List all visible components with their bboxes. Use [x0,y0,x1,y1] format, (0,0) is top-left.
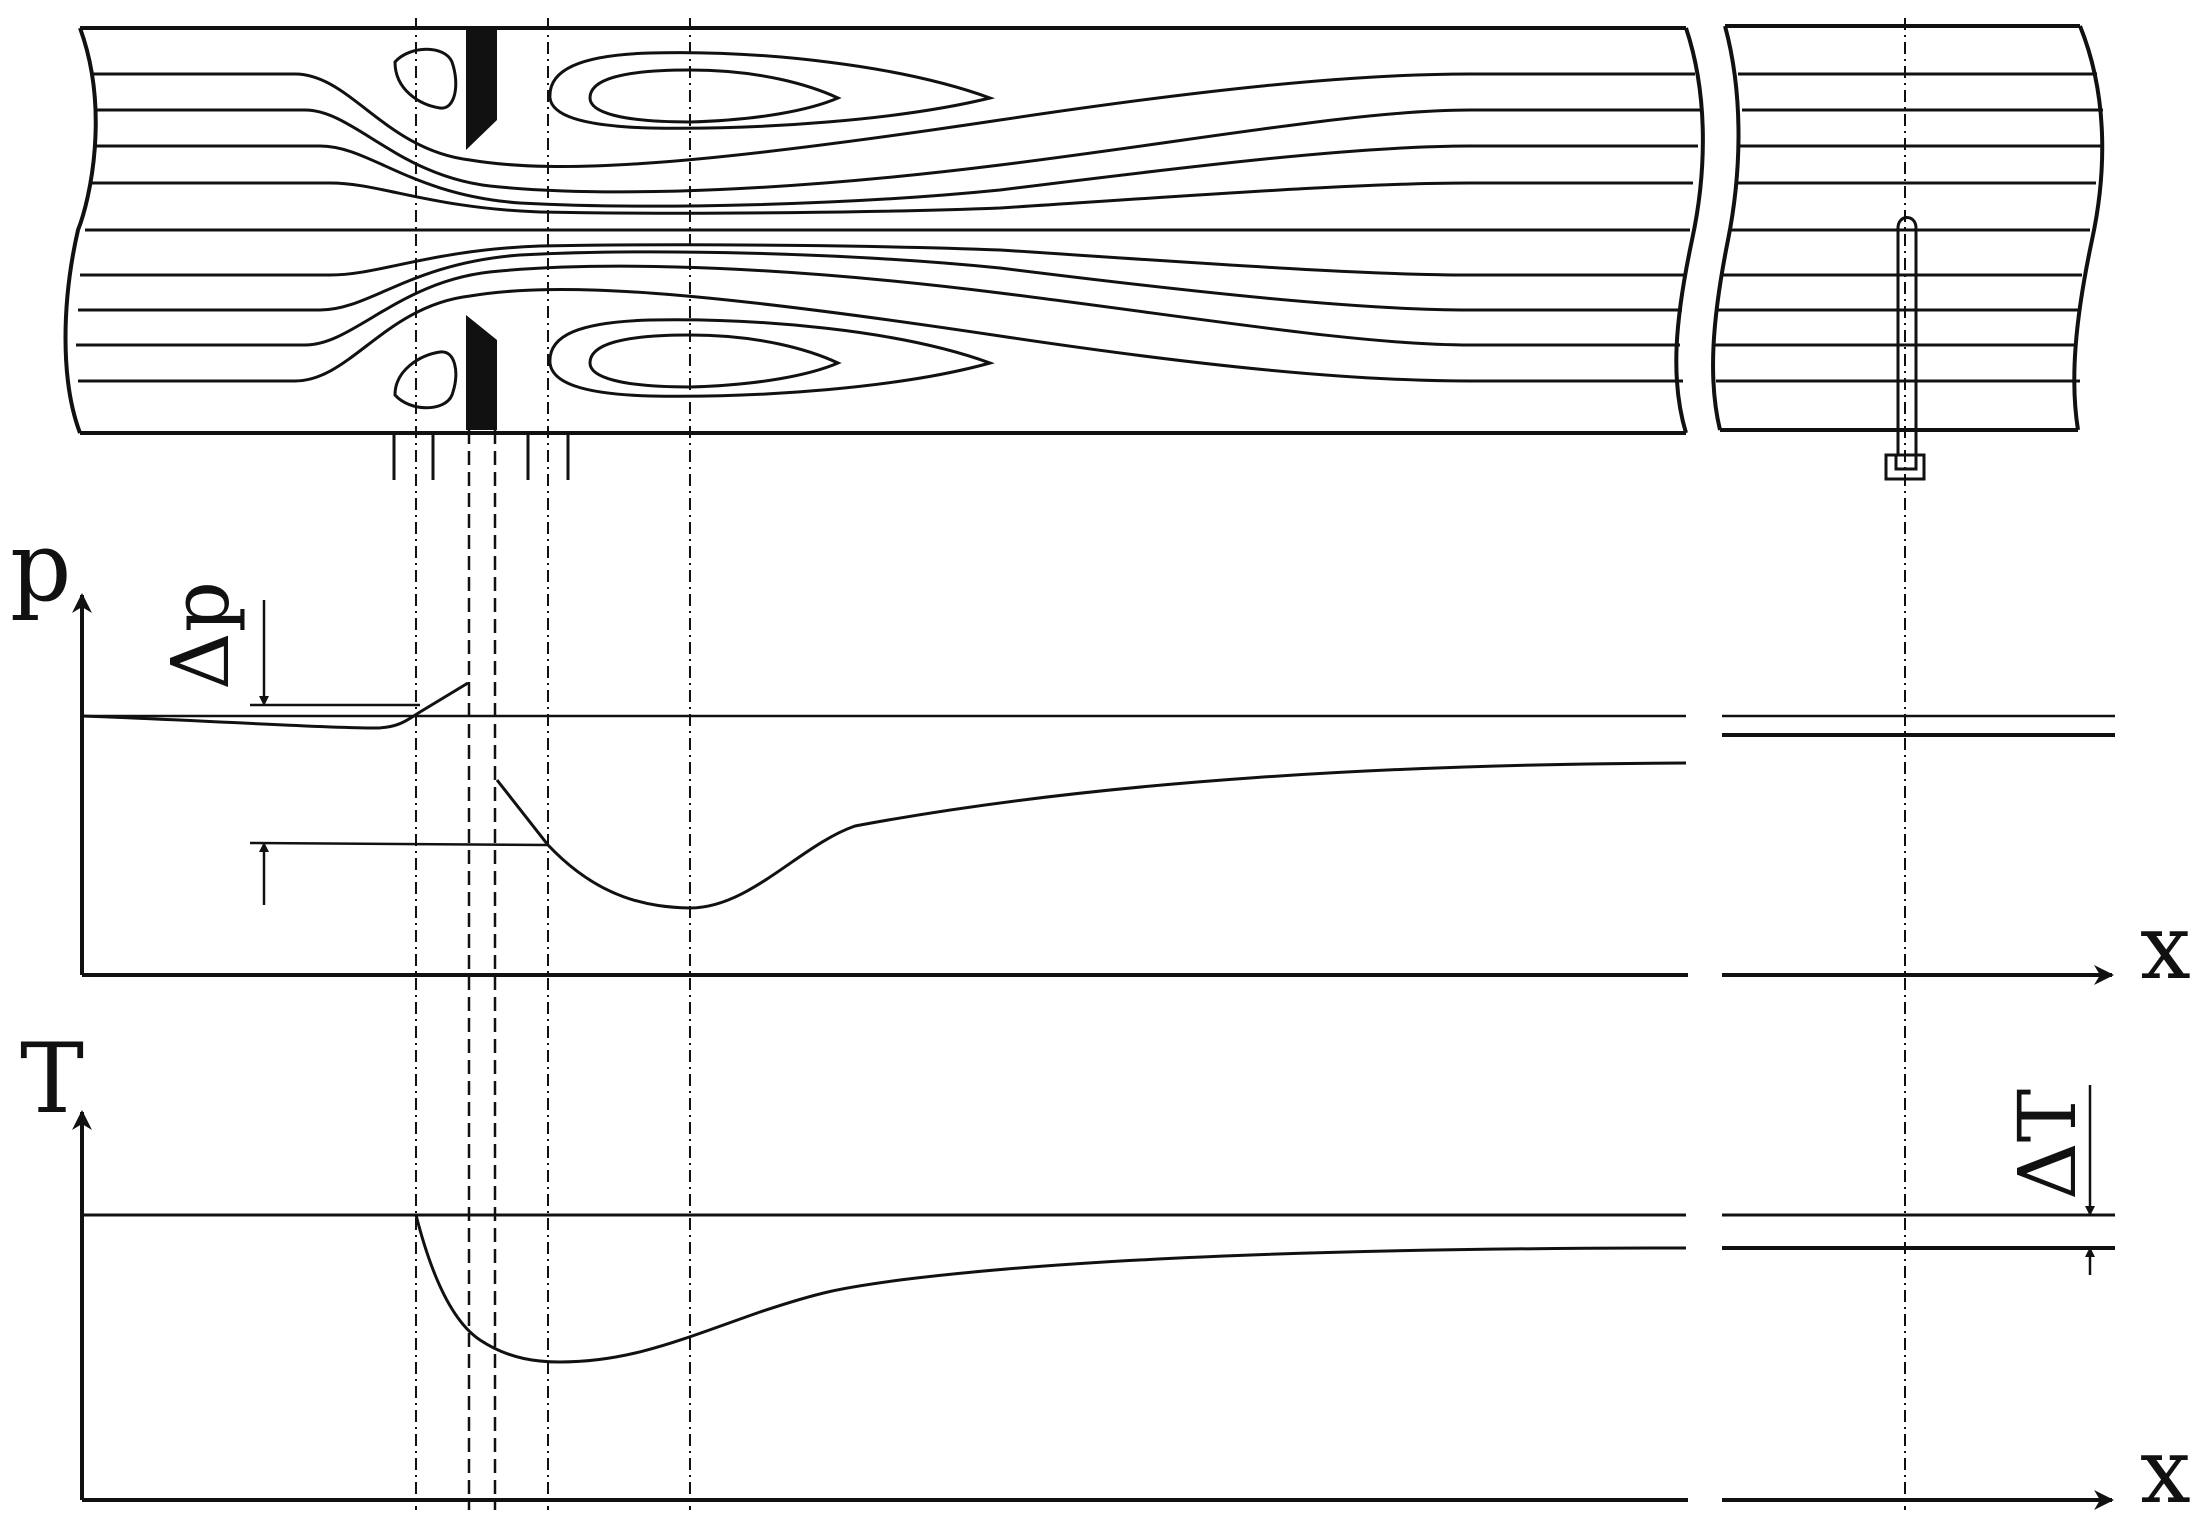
pressure-curve-downstream [495,761,1687,910]
temperature-axis-label: T [20,1023,84,1135]
temperature-drop-label: ΔT [2001,1089,2094,1200]
eddy-downstream-bottom-inner [588,333,842,389]
orifice-plate-top [466,30,497,150]
recirculation-eddies [393,47,996,410]
pipe-flow-section [63,24,2105,481]
pressure-chart: p Δp x [10,511,2191,1000]
eddy-downstream-bottom-outer [548,318,995,398]
pressure-tap-orifice-wall [431,431,530,480]
x-axis-label-bottom: x [2140,1419,2191,1524]
pipe-left-cut [63,27,98,434]
pressure-curve [81,681,469,730]
eddy-upstream-top [393,47,458,110]
orifice-plate-bottom [466,315,497,430]
pressure-axis-label: p [10,511,71,623]
temperature-chart: T ΔT x [20,1023,2191,1524]
eddy-downstream-top-outer [548,51,996,130]
pressure-drop-label: Δp [154,581,247,690]
pressure-tap-upstream [392,433,396,480]
reference-lines [415,18,1906,1510]
temperature-curve [414,1214,1687,1364]
eddy-downstream-top-inner [588,68,842,124]
eddy-upstream-bottom [393,350,458,410]
streamlines [76,72,2103,383]
x-axis-label-top: x [2140,895,2191,1000]
pipe-break-right [1711,25,1741,431]
pipe-right-cut [2072,25,2105,431]
